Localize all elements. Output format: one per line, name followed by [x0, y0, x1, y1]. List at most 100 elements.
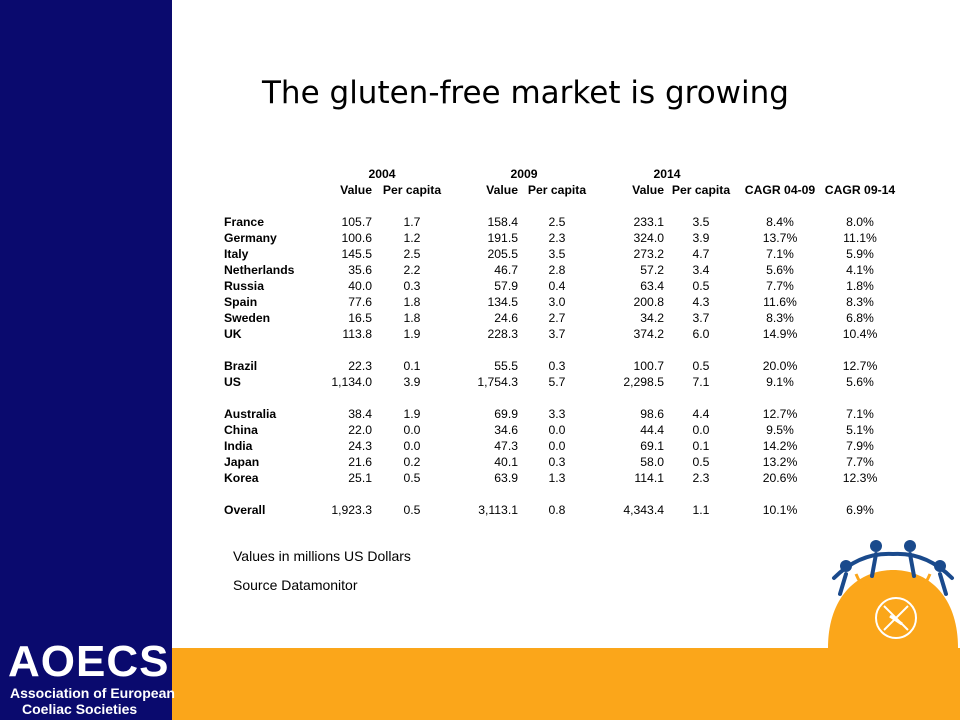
table-cell: 3.5 [548, 247, 566, 261]
table-cell: 8.4% [766, 215, 794, 229]
table-cell: 1.9 [403, 407, 421, 421]
table-row: Japan 21.6 0.2 40.1 0.3 58.0 0.5 13.2% 7.7% [224, 454, 898, 470]
table-cell: 9.5% [766, 423, 794, 437]
column-header: Value [632, 183, 664, 197]
table-row: Spain 77.6 1.8 134.5 3.0 200.8 4.3 11.6% 8.3% [224, 294, 898, 310]
market-table: 2004 2009 2014 Value Per capita Value Pe… [224, 166, 898, 518]
table-cell: 145.5 [341, 247, 373, 261]
table-cell: 0.0 [403, 439, 421, 453]
table-cell: 3.9 [692, 231, 710, 245]
table-cell: 2.3 [692, 471, 710, 485]
table-cell: 4.4 [692, 407, 710, 421]
table-cell: 7.7% [846, 455, 874, 469]
country-label: India [224, 439, 253, 453]
country-label: Australia [224, 407, 277, 421]
bottom-band [172, 648, 960, 720]
table-cell: 12.7% [842, 359, 878, 373]
table-cell: 2,298.5 [623, 375, 664, 389]
table-cell: 3,113.1 [478, 503, 518, 517]
table-cell: 1.8% [846, 279, 874, 293]
year-header: 2004 [368, 167, 396, 181]
table-cell: 200.8 [633, 295, 665, 309]
table-cell: 13.2% [762, 455, 798, 469]
table-cell: 5.6% [766, 263, 794, 277]
year-header: 2014 [653, 167, 681, 181]
table-cell: 57.2 [640, 263, 664, 277]
table-cell: 63.4 [640, 279, 664, 293]
table-cell: 22.3 [348, 359, 372, 373]
table-cell: 21.6 [348, 455, 372, 469]
table-cell: 10.4% [842, 327, 878, 341]
table-cell: 205.5 [487, 247, 519, 261]
table-cell: 2.5 [403, 247, 421, 261]
table-cell: 158.4 [487, 215, 519, 229]
table-cell: 34.2 [640, 311, 664, 325]
table-cell: 6.0 [692, 327, 710, 341]
table-row: Australia 38.4 1.9 69.9 3.3 98.6 4.4 12.7% 7.1% [224, 406, 898, 422]
table-cell: 40.1 [494, 455, 518, 469]
group-spacer [224, 342, 898, 358]
country-label: Netherlands [224, 263, 295, 277]
coeliac-emblem-icon [826, 536, 960, 653]
table-cell: 5.6% [846, 375, 874, 389]
table-cell: 0.3 [548, 455, 566, 469]
table-cell: 24.3 [348, 439, 372, 453]
table-cell: 38.4 [348, 407, 372, 421]
year-header: 2009 [510, 167, 538, 181]
table-cell: 1.2 [403, 231, 421, 245]
country-label: Japan [224, 455, 260, 469]
table-cell: 3.7 [692, 311, 710, 325]
table-cell: 44.4 [640, 423, 664, 437]
table-cell: 3.5 [692, 215, 710, 229]
table-row: US 1,134.0 3.9 1,754.3 5.7 2,298.5 7.1 9.1% 5.6% [224, 374, 898, 390]
table-cell: 0.5 [692, 279, 710, 293]
table-cell: 233.1 [633, 215, 665, 229]
table-cell: 0.1 [692, 439, 710, 453]
table-cell: 2.7 [548, 311, 566, 325]
table-cell: 374.2 [633, 327, 665, 341]
table-cell: 22.0 [348, 423, 372, 437]
table-cell: 0.1 [403, 359, 421, 373]
country-label: US [224, 375, 241, 389]
table-row: Sweden 16.5 1.8 24.6 2.7 34.2 3.7 8.3% 6.8% [224, 310, 898, 326]
country-label: Overall [224, 503, 266, 517]
table-cell: 8.3% [766, 311, 794, 325]
page-title: The gluten-free market is growing [262, 75, 789, 111]
table-cell: 98.6 [640, 407, 664, 421]
column-header: CAGR 09-14 [824, 183, 896, 197]
table-cell: 20.6% [762, 471, 798, 485]
table-cell: 10.1% [762, 503, 798, 517]
table-cell: 114.1 [634, 471, 664, 485]
column-header: CAGR 04-09 [744, 183, 816, 197]
table-cell: 0.0 [692, 423, 710, 437]
group-spacer [224, 390, 898, 406]
table-row: Germany 100.6 1.2 191.5 2.3 324.0 3.9 13.7% 11.1… [224, 230, 898, 246]
table-cell: 2.2 [403, 263, 421, 277]
table-cell: 0.5 [403, 503, 421, 517]
country-label: Germany [224, 231, 277, 245]
table-row: Korea 25.1 0.5 63.9 1.3 114.1 2.3 20.6% 12.3% [224, 470, 898, 486]
table-cell: 69.9 [494, 407, 518, 421]
table-cell: 47.3 [494, 439, 518, 453]
table-cell: 7.1% [846, 407, 874, 421]
table-row: Russia 40.0 0.3 57.9 0.4 63.4 0.5 7.7% 1.8% [224, 278, 898, 294]
table-cell: 0.5 [692, 359, 710, 373]
units-note: Values in millions US Dollars [233, 548, 411, 564]
table-cell: 4.3 [692, 295, 710, 309]
table-cell: 3.3 [548, 407, 566, 421]
table-cell: 2.8 [548, 263, 566, 277]
table-cell: 14.9% [762, 327, 798, 341]
table-cell: 1.3 [548, 471, 566, 485]
table-cell: 2.3 [548, 231, 566, 245]
logo-line-2: Coeliac Societies [22, 701, 138, 717]
table-cell: 55.5 [494, 359, 518, 373]
group-spacer [224, 486, 898, 502]
logo-line-1: Association of European [10, 685, 175, 701]
table-cell: 0.0 [548, 423, 566, 437]
table-cell: 7.1% [766, 247, 794, 261]
table-row: Italy 145.5 2.5 205.5 3.5 273.2 4.7 7.1% 5.9% [224, 246, 898, 262]
column-header: Per capita [671, 183, 731, 197]
logo-name: AOECS [8, 637, 170, 686]
table-row: India 24.3 0.0 47.3 0.0 69.1 0.1 14.2% 7.9% [224, 438, 898, 454]
column-header: Per capita [527, 183, 587, 197]
